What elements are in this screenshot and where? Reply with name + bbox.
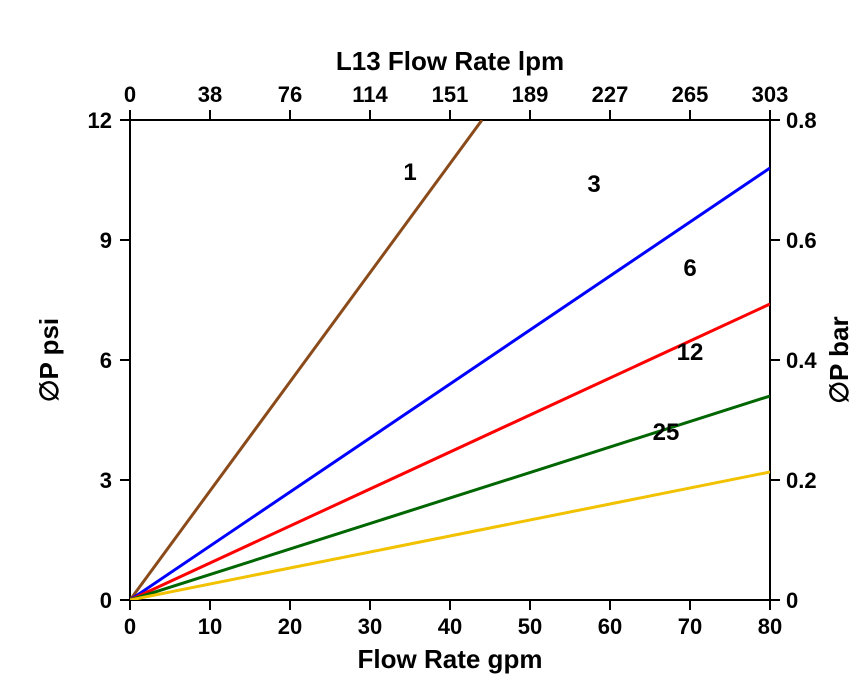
plot-frame xyxy=(130,120,770,600)
chart-svg: 01020304050607080Flow Rate gpm0387611415… xyxy=(0,0,866,700)
chart-title: L13 Flow Rate lpm xyxy=(336,46,564,76)
y-right-tick-label: 0.6 xyxy=(786,228,817,253)
y-right-tick-label: 0.8 xyxy=(786,108,817,133)
x-top-tick-label: 76 xyxy=(278,82,302,107)
series-label-3: 3 xyxy=(587,171,600,198)
series-label-6: 6 xyxy=(683,255,696,282)
x-top-tick-label: 189 xyxy=(512,82,549,107)
y-right-tick-label: 0.2 xyxy=(786,468,817,493)
x-bottom-tick-label: 20 xyxy=(278,614,302,639)
x-bottom-tick-label: 80 xyxy=(758,614,782,639)
x-top-tick-label: 114 xyxy=(352,82,388,107)
y-left-tick-label: 9 xyxy=(100,228,112,253)
x-bottom-tick-label: 50 xyxy=(518,614,542,639)
y-left-tick-label: 0 xyxy=(100,588,112,613)
y-left-title: ∅P psi xyxy=(34,318,64,402)
x-bottom-tick-label: 30 xyxy=(358,614,382,639)
x-bottom-title: Flow Rate gpm xyxy=(358,644,543,674)
y-left-tick-label: 12 xyxy=(88,108,112,133)
y-left-tick-label: 3 xyxy=(100,468,112,493)
x-top-tick-label: 38 xyxy=(198,82,222,107)
series-label-12: 12 xyxy=(677,339,704,366)
y-right-title: ∅P bar xyxy=(824,316,854,403)
y-right-tick-label: 0.4 xyxy=(786,348,817,373)
x-top-tick-label: 151 xyxy=(432,82,469,107)
x-bottom-tick-label: 40 xyxy=(438,614,462,639)
x-top-tick-label: 0 xyxy=(124,82,136,107)
series-label-25: 25 xyxy=(653,419,680,446)
x-top-tick-label: 303 xyxy=(752,82,789,107)
x-bottom-tick-label: 60 xyxy=(598,614,622,639)
series-label-1: 1 xyxy=(403,159,416,186)
x-bottom-tick-label: 10 xyxy=(198,614,222,639)
y-right-tick-label: 0 xyxy=(786,588,798,613)
y-left-tick-label: 6 xyxy=(100,348,112,373)
x-bottom-tick-label: 0 xyxy=(124,614,136,639)
x-top-tick-label: 265 xyxy=(672,82,709,107)
x-bottom-tick-label: 70 xyxy=(678,614,702,639)
x-top-tick-label: 227 xyxy=(592,82,629,107)
chart-container: 01020304050607080Flow Rate gpm0387611415… xyxy=(0,0,866,700)
